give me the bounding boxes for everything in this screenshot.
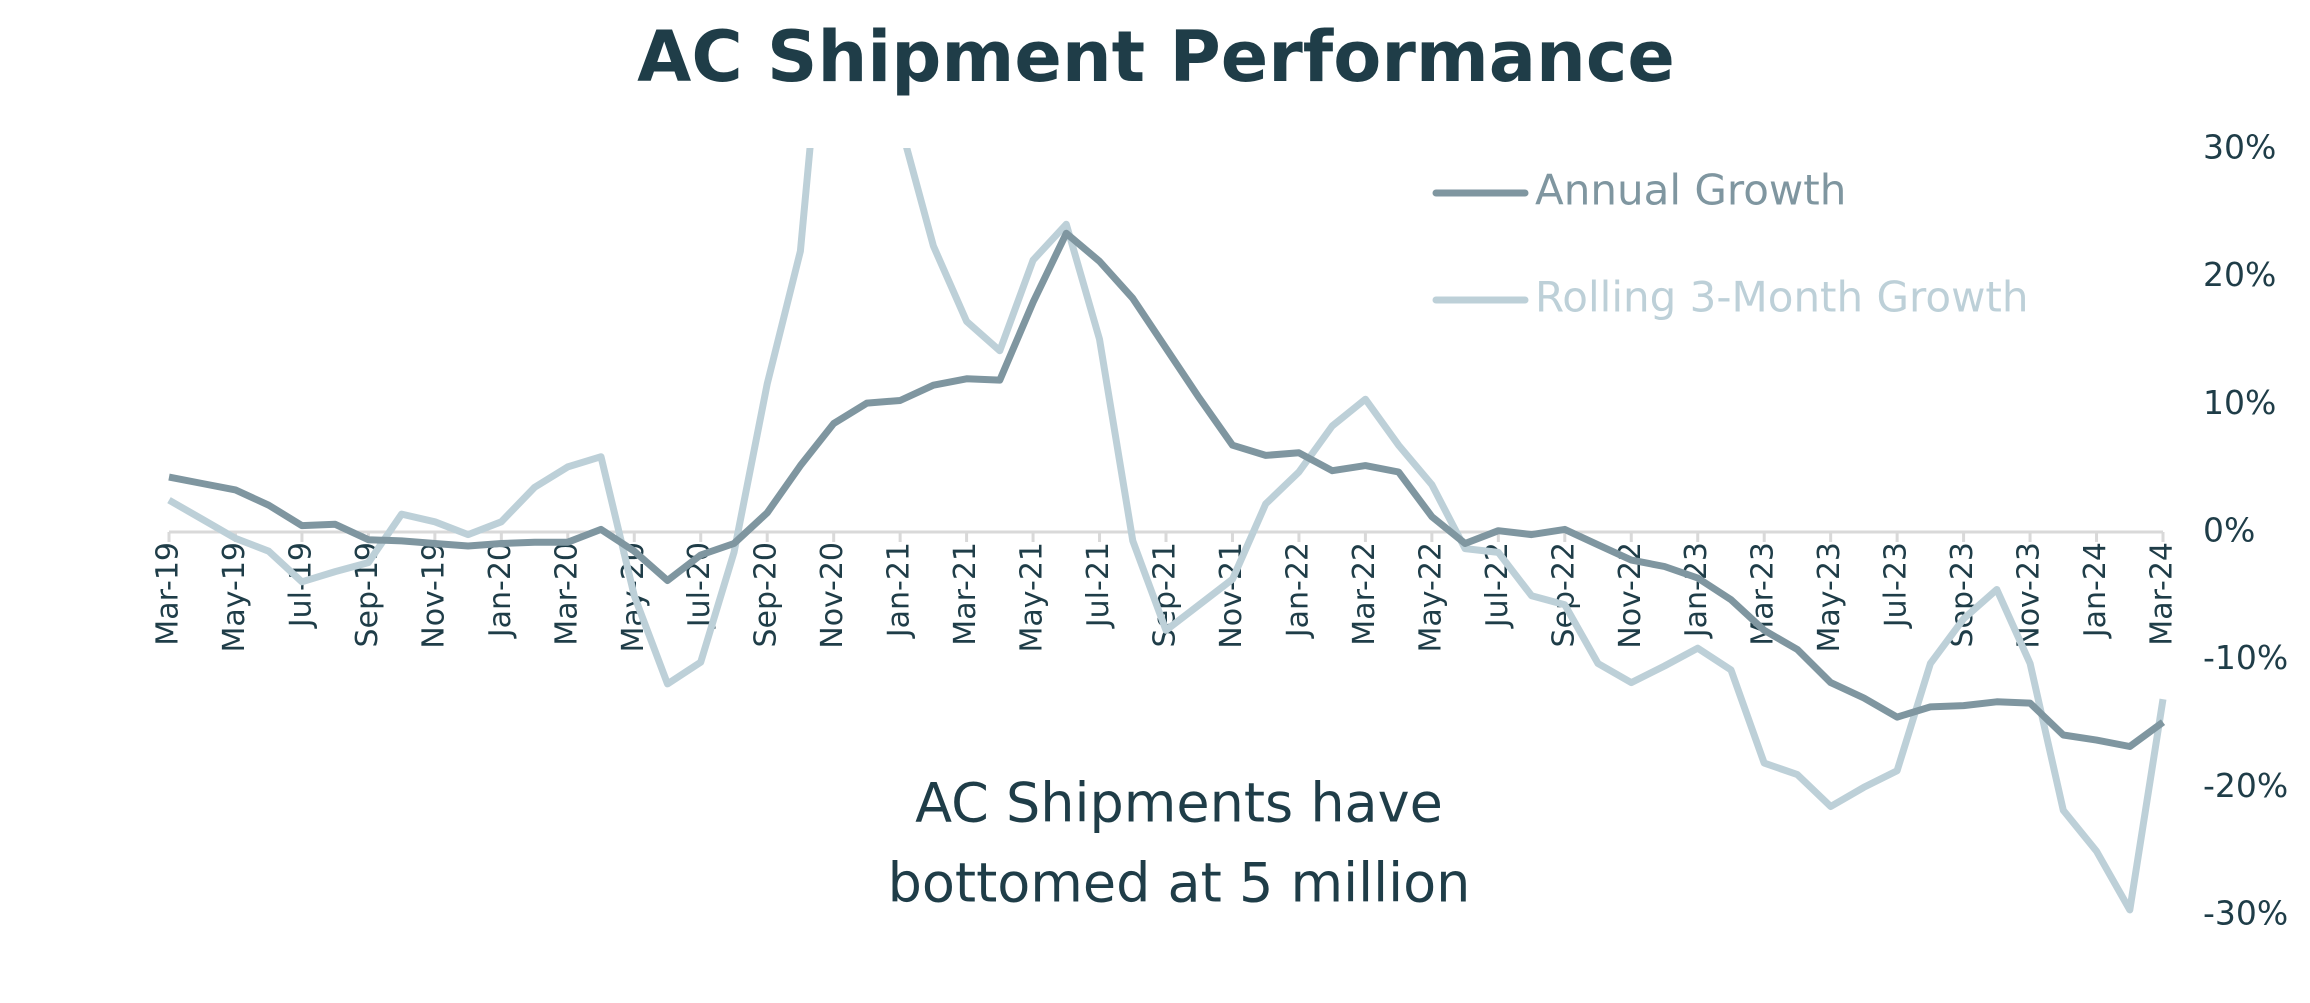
x-tick-label: Sep-20	[749, 542, 784, 648]
x-tick-label: Jan-22	[1280, 542, 1315, 639]
x-tick-label: Jul-23	[1879, 542, 1914, 629]
x-tick-label: Nov-19	[416, 542, 451, 649]
y-tick-label: 0%	[2203, 511, 2255, 550]
x-tick-label: May-23	[1812, 542, 1847, 653]
x-tick-label: Jul-21	[1081, 542, 1116, 629]
x-tick-label: Mar-19	[151, 542, 186, 646]
x-tick-label: Sep-23	[1945, 542, 1980, 648]
x-tick-label: Mar-24	[2145, 542, 2180, 646]
x-tick-label: Jan-21	[882, 542, 917, 639]
x-tick-label: May-19	[217, 542, 252, 653]
chart-title: AC Shipment Performance	[637, 16, 1675, 98]
series-line	[168, 229, 2166, 750]
y-tick-label: 20%	[2203, 255, 2276, 294]
y-tick-label: 10%	[2203, 383, 2276, 422]
y-tick-label: 30%	[2203, 128, 2276, 167]
annotation: bottomed at 5 million	[888, 852, 1471, 915]
x-tick-label: Jul-19	[283, 542, 318, 629]
legend-label: Rolling 3-Month Growth	[1535, 273, 2029, 322]
x-tick-label: Jan-20	[483, 542, 518, 639]
legend-label: Annual Growth	[1535, 166, 1846, 215]
x-tick-label: Nov-20	[815, 542, 850, 649]
y-tick-label: -20%	[2203, 766, 2288, 805]
y-tick-label: -30%	[2203, 894, 2288, 933]
x-tick-label: May-22	[1413, 542, 1448, 653]
x-tick-label: Mar-21	[948, 542, 983, 646]
x-tick-label: Jan-24	[2078, 542, 2113, 639]
x-tick-label: Sep-19	[350, 542, 385, 648]
x-tick-label: Jan-23	[1679, 542, 1714, 639]
series-line	[167, 148, 2167, 914]
x-tick-label: Mar-22	[1347, 542, 1382, 646]
annotation: AC Shipments have	[915, 772, 1443, 835]
x-tick-label: Mar-20	[549, 542, 584, 646]
y-tick-label: -10%	[2203, 638, 2288, 677]
x-tick-label: May-21	[1015, 542, 1050, 653]
